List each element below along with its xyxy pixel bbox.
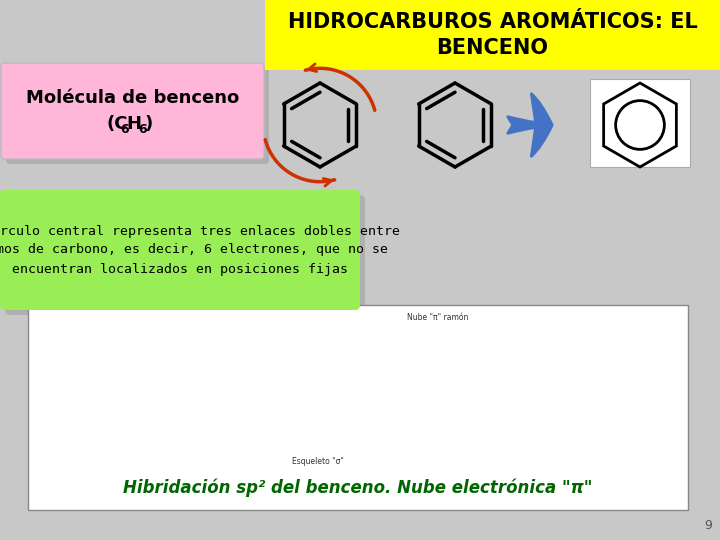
FancyBboxPatch shape: [590, 79, 690, 167]
Text: Esqueleto "σ": Esqueleto "σ": [292, 457, 344, 467]
Text: 6: 6: [120, 123, 129, 136]
Text: Molécula de benceno: Molécula de benceno: [26, 89, 239, 107]
Polygon shape: [603, 83, 676, 167]
Text: Nube "π" ramón: Nube "π" ramón: [407, 313, 468, 321]
Text: HIDROCARBUROS AROMÁTICOS: EL
BENCENO: HIDROCARBUROS AROMÁTICOS: EL BENCENO: [287, 12, 698, 58]
Text: Hibridación sp² del benceno. Nube electrónica "π": Hibridación sp² del benceno. Nube electr…: [123, 479, 593, 497]
FancyBboxPatch shape: [6, 68, 269, 164]
Text: H: H: [127, 114, 142, 133]
FancyBboxPatch shape: [28, 305, 688, 510]
Text: 9: 9: [704, 519, 712, 532]
Text: 6: 6: [138, 123, 147, 136]
Text: ): ): [145, 114, 153, 133]
FancyBboxPatch shape: [5, 195, 365, 315]
FancyBboxPatch shape: [1, 63, 264, 159]
Text: (C: (C: [107, 114, 128, 133]
FancyBboxPatch shape: [0, 190, 360, 310]
Text: El círculo central representa tres enlaces dobles entre
átomos de carbono, es de: El círculo central representa tres enlac…: [0, 225, 400, 275]
FancyBboxPatch shape: [265, 0, 720, 70]
